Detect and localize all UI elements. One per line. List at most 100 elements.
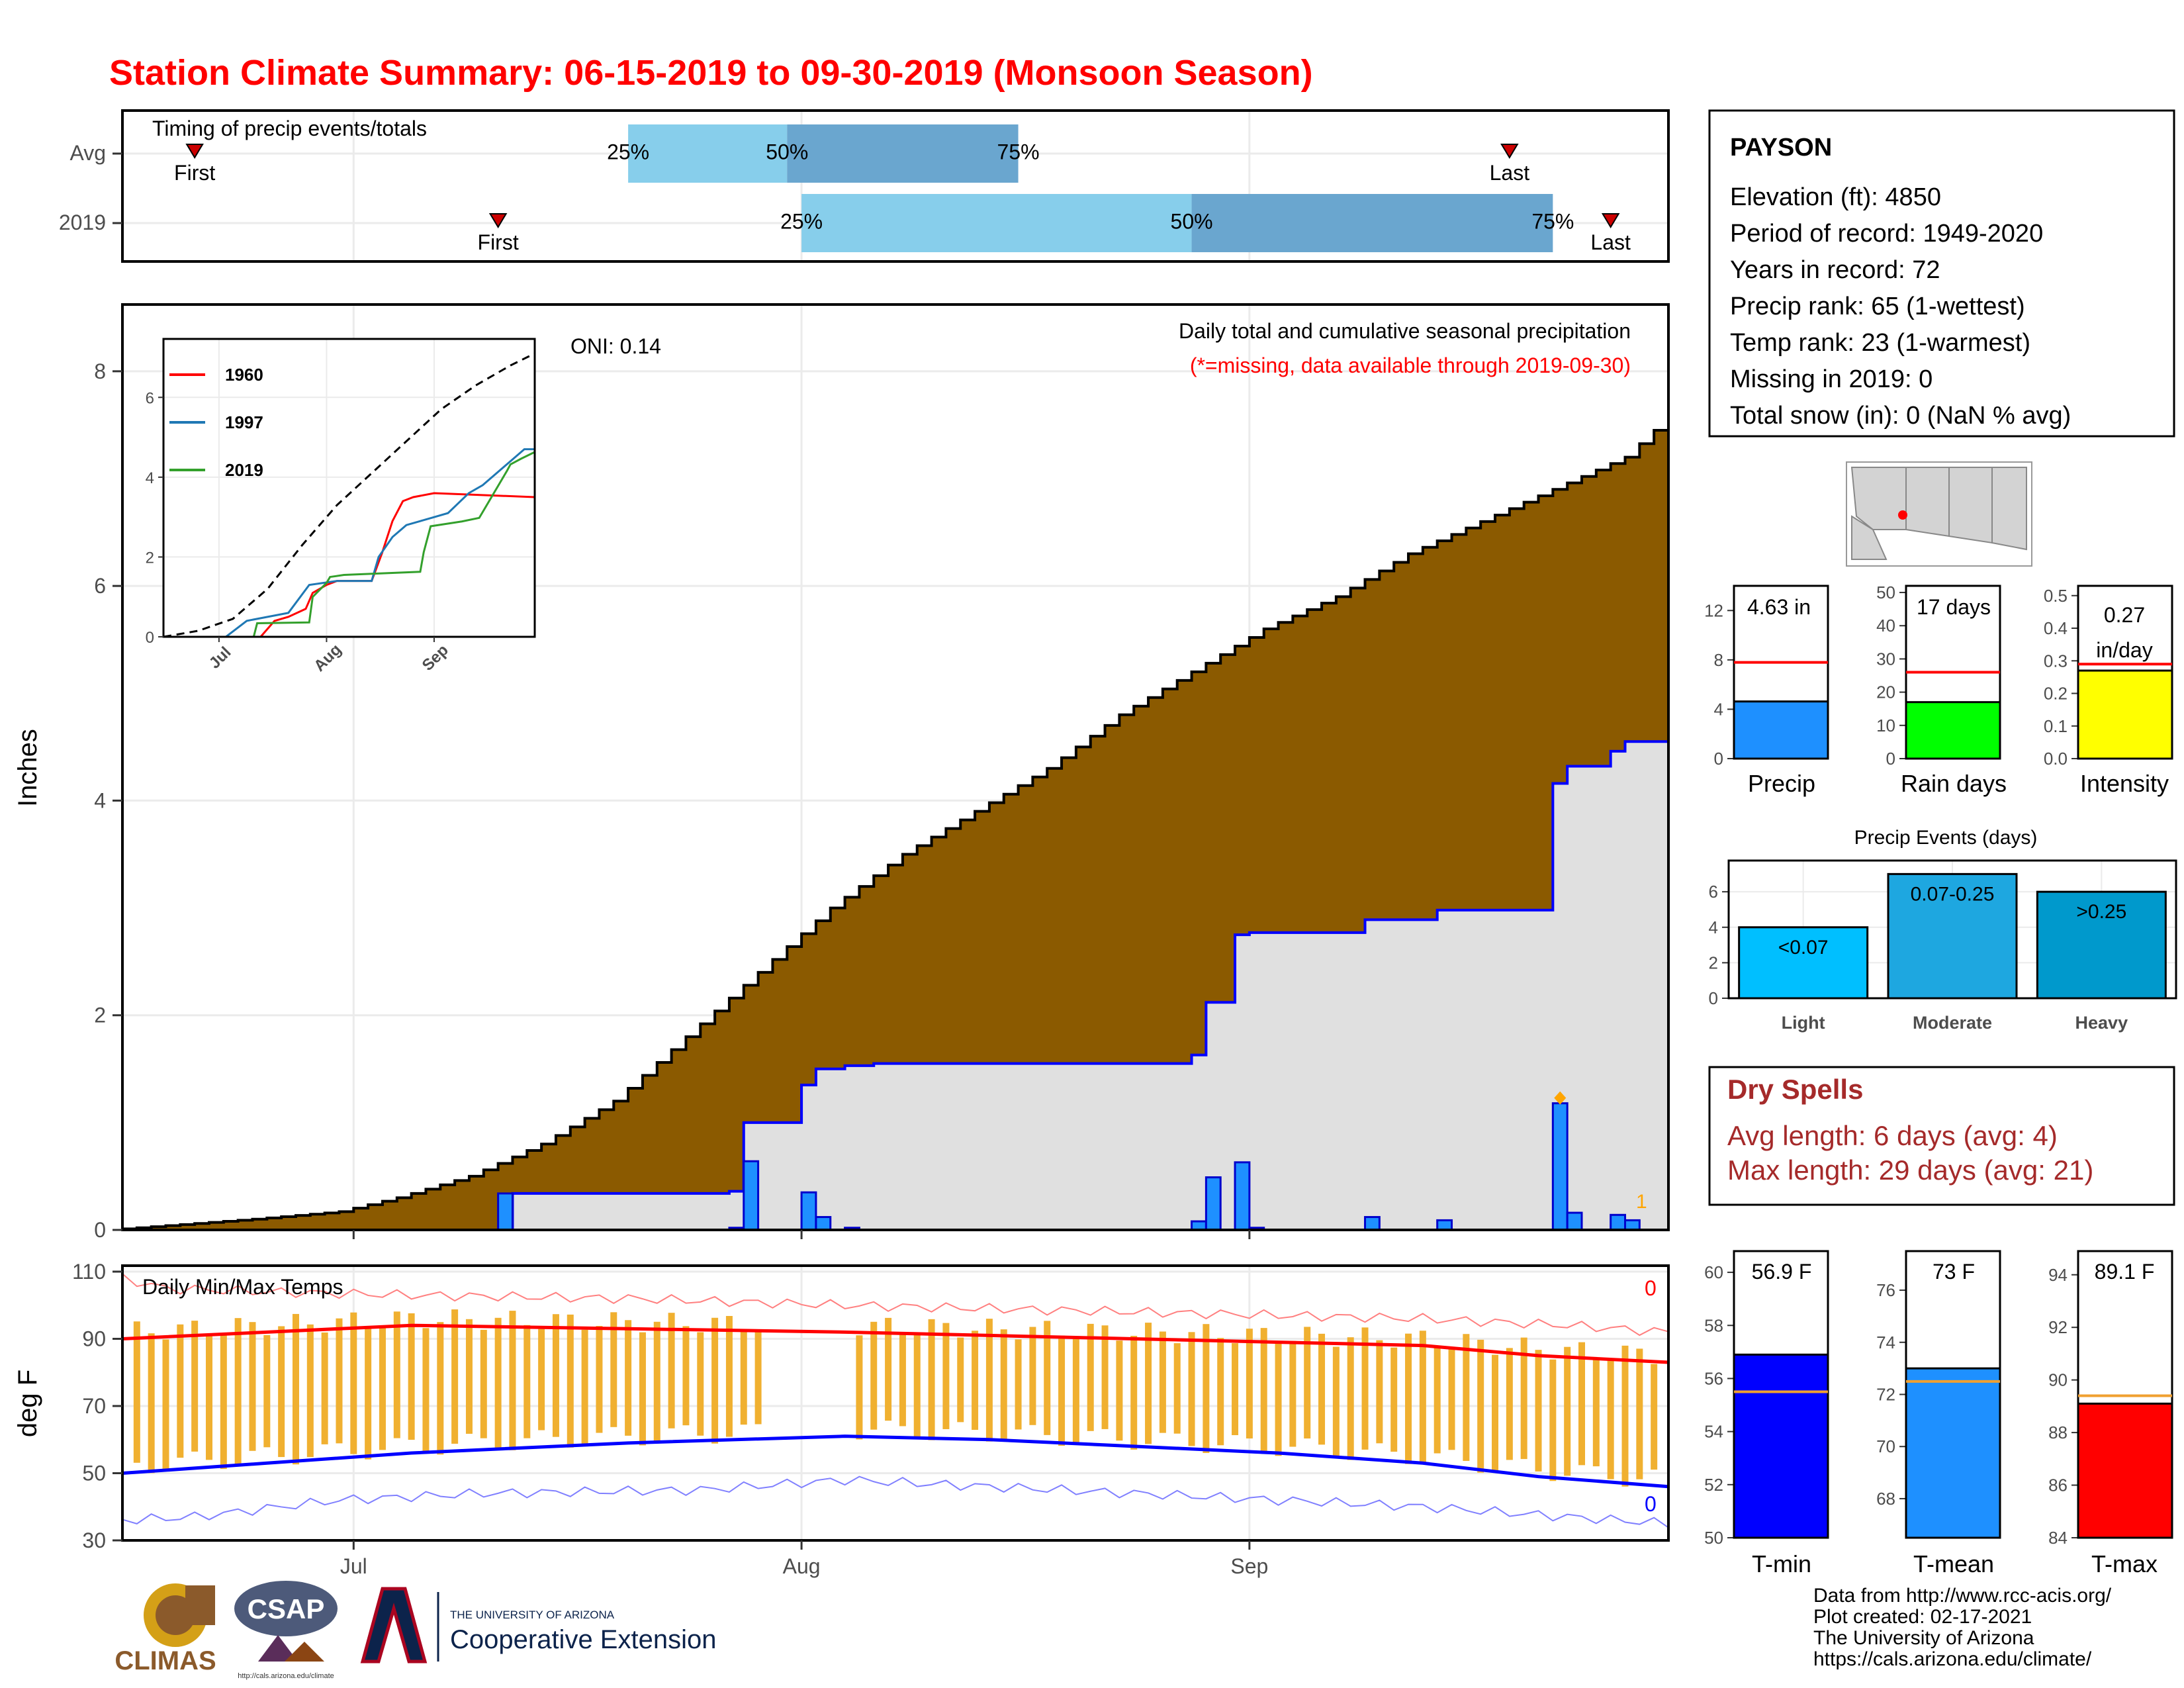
daily-temp-bar bbox=[191, 1321, 199, 1452]
daily-temp-bar bbox=[1376, 1340, 1383, 1444]
dry-spells-avg: Avg length: 6 days (avg: 4) bbox=[1727, 1120, 2058, 1151]
mini-ytick-label: 70 bbox=[1876, 1436, 1895, 1456]
timing-marker-label: First bbox=[174, 161, 215, 185]
daily-temp-bar bbox=[1044, 1321, 1051, 1435]
csap-logo-text: CSAP bbox=[248, 1593, 325, 1624]
mini-ytick-label: 8 bbox=[1714, 650, 1723, 670]
intensity-value: 0.27 bbox=[2104, 603, 2145, 627]
daily-temp-bar bbox=[1130, 1336, 1138, 1450]
precip-ylabel: Inches bbox=[13, 729, 42, 807]
precip-total-label: Precip bbox=[1748, 770, 1815, 797]
missing-note: (*=missing, data available through 2019-… bbox=[1190, 353, 1631, 377]
mini-ytick-label: 56 bbox=[1704, 1368, 1723, 1388]
temp-ytick-label: 90 bbox=[82, 1327, 106, 1351]
raindays-label: Rain days bbox=[1901, 770, 2007, 797]
inset-border bbox=[162, 338, 536, 638]
temp-title: Daily Min/Max Temps bbox=[142, 1275, 343, 1299]
inset-series-line bbox=[163, 352, 535, 638]
daily-temp-bar bbox=[1636, 1348, 1643, 1479]
temp-max-missing: 0 bbox=[1645, 1276, 1657, 1300]
daily-temp-bar bbox=[292, 1313, 299, 1465]
daily-temp-bar bbox=[379, 1327, 386, 1450]
page-title: Station Climate Summary: 06-15-2019 to 0… bbox=[109, 53, 1313, 93]
daily-temp-bar bbox=[1318, 1333, 1326, 1445]
inset-ytick-label: 6 bbox=[146, 389, 154, 407]
daily-precip-bar bbox=[815, 1216, 832, 1231]
daily-precip-bar bbox=[1364, 1216, 1381, 1231]
timing-marker-label: First bbox=[478, 230, 519, 254]
university-of-arizona-logo: THE UNIVERSITY OF ARIZONA Cooperative Ex… bbox=[360, 1587, 716, 1664]
daily-temp-bar bbox=[1087, 1323, 1094, 1431]
mini-ytick-label: 0.4 bbox=[2044, 618, 2068, 638]
mini-value-bar bbox=[2077, 1402, 2173, 1539]
daily-temp-bar bbox=[538, 1329, 545, 1430]
tmax-value: 89.1 F bbox=[2095, 1260, 2155, 1284]
ua-small-text: THE UNIVERSITY OF ARIZONA bbox=[450, 1609, 615, 1621]
mini-ytick-label: 4 bbox=[1714, 699, 1723, 719]
daily-temp-bar bbox=[1015, 1339, 1022, 1430]
timing-title: Timing of precip events/totals bbox=[152, 117, 427, 140]
station-line: Precip rank: 65 (1-wettest) bbox=[1730, 293, 2025, 320]
temp-ytick-label: 50 bbox=[82, 1462, 106, 1485]
daily-temp-bar bbox=[957, 1337, 964, 1423]
timing-marker bbox=[488, 213, 508, 228]
daily-temp-bar bbox=[1000, 1329, 1007, 1441]
daily-temp-bar bbox=[870, 1321, 878, 1430]
daily-temp-bar bbox=[1116, 1340, 1123, 1441]
events-category-label: Heavy bbox=[2075, 1013, 2128, 1033]
mini-ytick-label: 92 bbox=[2048, 1317, 2068, 1337]
station-info-box: PAYSON Elevation (ft): 4850 Period of re… bbox=[1708, 109, 2175, 438]
daily-temp-bar bbox=[552, 1314, 559, 1437]
timing-pct-label: 75% bbox=[997, 140, 1040, 164]
inset-series-line bbox=[163, 448, 535, 638]
daily-temp-bar bbox=[596, 1326, 603, 1433]
temp-series-line bbox=[122, 1323, 1669, 1364]
daily-temp-bar bbox=[1332, 1346, 1340, 1458]
station-line: Temp rank: 23 (1-warmest) bbox=[1730, 329, 2030, 357]
tmin-chart: 50 52 54 56 58 60 56.9 F T-min bbox=[1704, 1250, 1829, 1577]
mini-ytick-label: 50 bbox=[1704, 1528, 1723, 1548]
daily-temp-bar bbox=[205, 1335, 212, 1460]
temp-min-missing: 0 bbox=[1645, 1492, 1657, 1516]
daily-temp-bar bbox=[913, 1334, 921, 1439]
daily-temp-bar bbox=[985, 1319, 993, 1442]
daily-temp-bar bbox=[567, 1314, 574, 1448]
credit-line: https://cals.arizona.edu/climate/ bbox=[1813, 1648, 2092, 1670]
daily-temp-bar bbox=[1592, 1357, 1600, 1467]
mini-ytick-label: 86 bbox=[2048, 1476, 2068, 1495]
station-line: Missing in 2019: 0 bbox=[1730, 365, 1933, 393]
precip-panel: 0 2 4 6 8 Inches ONI: 0.14 Daily total and c… bbox=[13, 303, 1670, 1242]
precip-total-chart: 0 4 8 12 4.63 in Precip bbox=[1704, 585, 1829, 797]
daily-temp-bar bbox=[321, 1332, 328, 1444]
temp-ytick-label: 30 bbox=[82, 1528, 106, 1552]
mini-ytick-label: 58 bbox=[1704, 1315, 1723, 1335]
temp-series-line bbox=[122, 1476, 1669, 1528]
timing-bar-upper bbox=[1191, 194, 1553, 252]
temp-xtick-label: Jul bbox=[340, 1554, 367, 1578]
mini-value-bar bbox=[2077, 669, 2173, 760]
daily-precip-bar bbox=[497, 1192, 514, 1231]
mini-value-bar bbox=[1733, 700, 1829, 760]
mini-ytick-label: 60 bbox=[1704, 1262, 1723, 1282]
mini-ytick-label: 76 bbox=[1876, 1280, 1895, 1300]
timing-pct-label: 25% bbox=[607, 140, 649, 164]
mini-ytick-label: 72 bbox=[1876, 1385, 1895, 1405]
daily-temp-bar bbox=[220, 1333, 227, 1470]
timing-pct-label: 75% bbox=[1531, 209, 1574, 233]
daily-temp-bar bbox=[1520, 1337, 1527, 1460]
daily-temp-bar bbox=[740, 1331, 747, 1425]
precip-ytick-label: 2 bbox=[94, 1004, 106, 1027]
tmean-label: T-mean bbox=[1913, 1550, 1994, 1577]
events-frame bbox=[1727, 859, 2177, 1000]
mini-ytick-label: 50 bbox=[1876, 583, 1895, 602]
daily-temp-bar bbox=[610, 1312, 617, 1427]
tmax-label: T-max bbox=[2091, 1550, 2158, 1577]
daily-temp-bar bbox=[1607, 1360, 1614, 1479]
daily-temp-bar bbox=[1203, 1324, 1210, 1453]
dry-spells-title: Dry Spells bbox=[1727, 1074, 1863, 1105]
mini-value-bar bbox=[1905, 1367, 2001, 1539]
timing-marker bbox=[1601, 213, 1620, 228]
daily-temp-bar bbox=[725, 1315, 733, 1437]
timing-row-label-2019: 2019 bbox=[59, 211, 106, 234]
daily-temp-bar bbox=[1361, 1327, 1369, 1450]
